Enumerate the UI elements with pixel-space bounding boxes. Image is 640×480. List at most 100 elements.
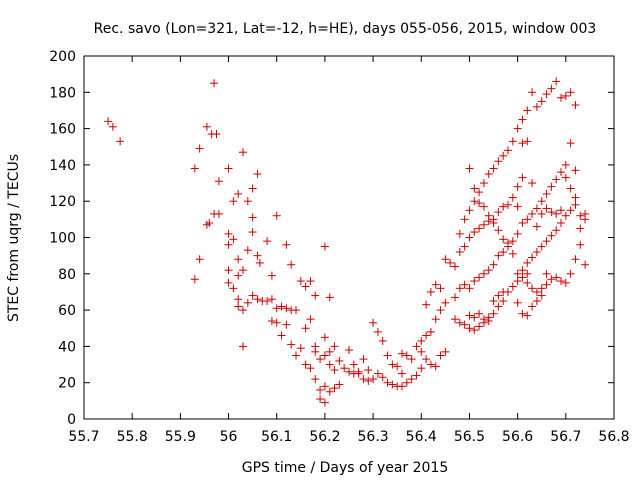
data-point — [581, 209, 590, 218]
data-point — [460, 320, 469, 329]
data-point — [552, 77, 561, 86]
data-point — [470, 326, 479, 335]
x-tick-label: 56.8 — [598, 429, 629, 445]
data-point — [528, 88, 537, 97]
data-point — [523, 215, 532, 224]
data-point — [581, 260, 590, 269]
data-point — [470, 277, 479, 286]
data-point — [229, 197, 238, 206]
data-point — [465, 311, 474, 320]
data-point — [489, 260, 498, 269]
data-point — [248, 184, 257, 193]
data-point — [571, 200, 580, 209]
data-point — [243, 298, 252, 307]
data-point — [205, 218, 214, 227]
data-point — [470, 197, 479, 206]
data-point — [383, 351, 392, 360]
data-point — [566, 269, 575, 278]
data-point — [345, 367, 353, 376]
data-point — [542, 237, 551, 246]
data-point — [320, 382, 329, 391]
data-point — [224, 240, 233, 249]
data-point — [277, 331, 286, 340]
data-point — [239, 266, 247, 275]
data-point — [378, 336, 387, 345]
data-point — [552, 226, 561, 235]
data-point — [195, 255, 204, 264]
data-point — [292, 351, 300, 360]
data-point — [214, 177, 223, 186]
data-point — [518, 173, 527, 182]
data-point — [523, 137, 532, 146]
data-point — [475, 224, 484, 233]
data-point — [412, 342, 421, 351]
data-point — [282, 304, 291, 313]
data-point — [190, 164, 199, 173]
data-point — [571, 193, 580, 202]
data-point — [518, 273, 527, 282]
y-tick-label: 120 — [49, 194, 76, 210]
data-point — [296, 344, 305, 353]
data-point — [224, 164, 233, 173]
data-point — [426, 287, 435, 296]
data-point — [306, 277, 315, 286]
data-point — [364, 365, 373, 374]
data-point — [537, 209, 546, 218]
data-point — [561, 173, 570, 182]
data-point — [277, 302, 286, 311]
data-point — [116, 137, 125, 146]
data-point — [528, 209, 537, 218]
data-point — [508, 237, 517, 246]
data-point — [499, 151, 508, 160]
data-point — [388, 360, 397, 369]
data-point — [451, 262, 459, 271]
data-point — [316, 395, 325, 404]
data-point — [402, 378, 411, 387]
data-point — [542, 189, 551, 198]
data-point — [330, 365, 339, 374]
data-point — [470, 313, 479, 322]
data-point — [248, 213, 257, 222]
x-tick-label: 55.8 — [117, 429, 148, 445]
data-point — [330, 342, 339, 351]
data-point — [475, 188, 484, 197]
data-point — [557, 206, 565, 215]
data-point — [499, 202, 508, 211]
data-point — [465, 206, 474, 215]
data-point — [455, 248, 464, 257]
data-point — [292, 306, 300, 315]
data-point — [552, 209, 561, 218]
data-point — [571, 166, 580, 175]
data-point — [272, 304, 281, 313]
y-tick-label: 20 — [58, 376, 76, 392]
x-tick-label: 56.1 — [261, 429, 292, 445]
plot-frame — [83, 55, 615, 420]
y-tick-label: 40 — [58, 339, 76, 355]
data-point — [253, 295, 262, 304]
data-point — [532, 222, 541, 231]
data-point — [508, 137, 517, 146]
data-point — [489, 297, 498, 306]
data-point — [484, 266, 493, 275]
data-point — [552, 273, 561, 282]
data-point — [451, 293, 459, 302]
data-point — [542, 280, 551, 289]
data-point — [489, 164, 498, 173]
data-point — [320, 351, 329, 360]
data-point — [494, 291, 503, 300]
plot-frame-rect — [83, 55, 615, 420]
data-point — [504, 146, 512, 155]
data-point — [378, 373, 387, 382]
data-point — [576, 224, 585, 233]
data-point — [532, 248, 541, 257]
data-point — [484, 316, 493, 325]
data-point — [537, 291, 546, 300]
data-point — [248, 228, 257, 237]
data-point — [229, 235, 238, 244]
data-point — [557, 218, 565, 227]
data-point — [475, 309, 484, 318]
data-point — [316, 355, 325, 364]
data-point — [513, 269, 522, 278]
data-point — [108, 122, 117, 131]
data-point — [518, 115, 527, 124]
